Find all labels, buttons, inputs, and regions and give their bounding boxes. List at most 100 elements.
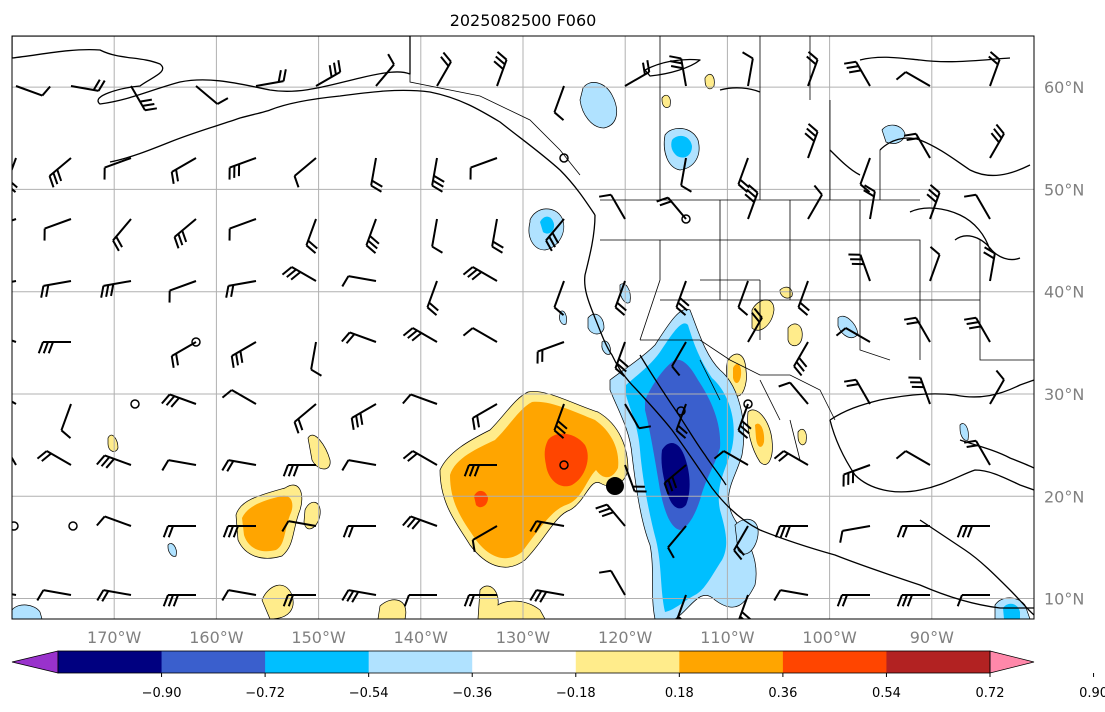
wind-barb — [843, 378, 871, 405]
wind-barb — [431, 157, 445, 193]
wind-barb — [162, 525, 196, 538]
wind-barb — [595, 503, 626, 527]
calm-circle — [12, 521, 19, 531]
wind-barb — [36, 450, 72, 466]
wind-barb — [70, 79, 106, 92]
wind-barb — [773, 450, 809, 466]
wind-barb — [747, 307, 763, 343]
calm-circle — [559, 153, 569, 163]
calm-circle — [68, 521, 78, 531]
wind-barb — [529, 520, 565, 533]
negative-patch-ab-inner — [671, 135, 692, 158]
wind-barb — [471, 525, 498, 553]
political-borders — [409, 36, 1034, 461]
wind-barb — [908, 376, 931, 405]
wind-barb — [305, 218, 318, 254]
map-title: 2025082500 F060 — [450, 11, 597, 30]
wind-barb — [168, 280, 197, 303]
wind-barb — [793, 341, 809, 377]
positive-patch-west-inner — [242, 495, 293, 552]
positive-contour-0-54-small — [474, 490, 488, 508]
colorbar-labels: −0.90 −0.72 −0.54 −0.36 −0.18 0.18 0.36 0.54 0.7… — [142, 686, 1105, 701]
wind-barb — [12, 456, 17, 466]
wind-barb — [491, 218, 504, 254]
wind-barb — [293, 157, 317, 188]
wind-barb — [161, 393, 197, 408]
wind-barb — [431, 218, 443, 254]
border-us-mexico — [640, 339, 836, 421]
wind-barb — [926, 184, 941, 220]
wind-barb — [161, 459, 197, 471]
calm-circle — [130, 399, 140, 409]
colorbar-segment — [782, 651, 887, 673]
coast-arctic-islands — [644, 58, 861, 176]
wind-barb — [228, 218, 257, 241]
wind-barb — [221, 459, 257, 472]
longitude-labels: 170°W 160°W 150°W 140°W 130°W 120°W 110°W 100°W… — [87, 628, 954, 647]
negative-patch-ca2 — [601, 340, 611, 355]
positive-patch-usa3 — [779, 286, 793, 299]
wind-barb — [963, 193, 991, 220]
wind-barb — [896, 525, 930, 538]
colorbar — [11, 650, 1095, 677]
wind-barb — [293, 403, 317, 434]
wind-barb — [733, 525, 749, 561]
colorbar-tick-label: 0.36 — [768, 686, 797, 701]
positive-contour-0-54 — [544, 433, 588, 487]
wind-barb — [281, 520, 317, 532]
lat-tick-label: 60°N — [1044, 78, 1084, 97]
colorbar-segment — [679, 651, 784, 673]
wind-barb — [742, 51, 754, 87]
colorbar-tick-label: 0.18 — [665, 686, 694, 701]
wind-barb — [222, 525, 256, 538]
positive-patch-mexico2-inner — [755, 423, 765, 447]
wind-barb — [614, 341, 629, 377]
wind-barb — [228, 157, 257, 180]
positive-patch-sw4 — [377, 599, 407, 619]
wind-barb — [773, 589, 809, 601]
lon-tick-label: 150°W — [291, 628, 346, 647]
wind-barb — [310, 341, 322, 377]
wind-barb — [713, 450, 749, 466]
coast-hudson — [859, 56, 1031, 177]
negative-patch-bc-inner — [540, 216, 555, 234]
wind-barb — [37, 341, 71, 354]
positive-patch-canada — [704, 74, 715, 90]
wind-barb — [112, 218, 132, 252]
wind-barb — [469, 157, 498, 180]
colorbar-tick-label: 0.90 — [1079, 686, 1105, 701]
colorbar-segment — [265, 651, 370, 673]
lon-tick-label: 170°W — [87, 628, 142, 647]
wind-barb — [370, 157, 383, 193]
wind-barb — [350, 403, 377, 431]
wind-barb — [737, 157, 750, 193]
positive-patch-canada2 — [661, 94, 671, 108]
wind-barb — [48, 157, 72, 188]
wind-barb — [12, 157, 18, 193]
wind-barb — [170, 157, 197, 185]
wind-barb — [130, 85, 158, 112]
lon-tick-label: 120°W — [598, 628, 653, 647]
wind-barb — [624, 464, 647, 493]
wind-barb — [774, 525, 808, 538]
wind-barb — [863, 184, 876, 220]
wind-barb — [989, 123, 1005, 159]
wind-barb — [842, 464, 871, 487]
lat-tick-label: 30°N — [1044, 385, 1084, 404]
calm-circle — [743, 399, 753, 409]
wind-barb — [963, 316, 991, 343]
wind-barb — [669, 55, 687, 87]
wind-barb — [402, 450, 438, 466]
wind-barb — [807, 184, 823, 220]
colorbar-segment — [58, 651, 163, 673]
wind-barb — [895, 71, 931, 87]
wind-barb — [462, 266, 498, 282]
positive-patch-mexico1-inner — [733, 364, 742, 384]
wind-barb — [402, 515, 438, 530]
wind-barb — [493, 51, 508, 87]
coast-great-lakes — [909, 207, 1021, 261]
wind-barb — [402, 393, 438, 405]
lat-tick-label: 20°N — [1044, 487, 1084, 506]
wind-barb — [43, 218, 72, 241]
positive-patch-sw6 — [107, 434, 119, 452]
